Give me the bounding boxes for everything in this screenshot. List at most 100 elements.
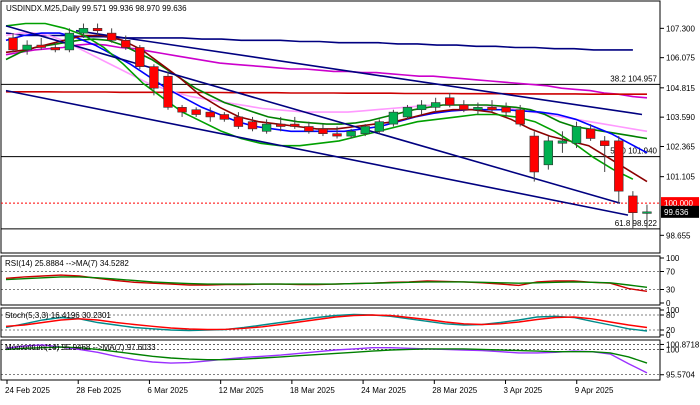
candle-body <box>487 107 497 111</box>
candle <box>78 23 89 38</box>
candles <box>8 23 652 230</box>
candle <box>614 136 624 204</box>
candle <box>374 119 384 134</box>
candle-body <box>92 28 103 32</box>
candle-body <box>219 114 230 120</box>
candle-body <box>473 107 483 111</box>
candle <box>557 131 568 153</box>
date-tick-label: 3 Apr 2025 <box>504 386 543 395</box>
candle <box>261 119 272 134</box>
overlay-line <box>5 89 629 216</box>
candle-body <box>543 140 554 166</box>
candle-body <box>290 123 300 127</box>
candle-body <box>261 123 272 132</box>
candle <box>459 100 469 113</box>
candle <box>388 109 399 127</box>
candle-body <box>430 102 441 108</box>
candle <box>600 136 610 172</box>
candle <box>346 128 356 139</box>
candle <box>430 97 441 113</box>
candle <box>585 124 596 141</box>
candle <box>332 126 342 139</box>
candle <box>92 23 103 36</box>
fib-level-label: 50.0 101.940 <box>610 147 657 156</box>
indicator-tick-label: 0 <box>666 299 671 308</box>
candle <box>106 28 117 43</box>
candle <box>487 100 497 113</box>
price-panel-frame <box>0 0 661 254</box>
candle <box>64 28 75 53</box>
price-axis: 107.300 106.075 104.815 103.590 102.365 101.1… <box>660 24 695 240</box>
candle <box>163 71 173 110</box>
candle-body <box>8 37 18 51</box>
price-tick-label: 106.075 <box>666 54 695 63</box>
candle-body <box>106 32 117 41</box>
candle-body <box>600 140 610 146</box>
candle-body <box>571 126 582 144</box>
candle <box>135 45 145 70</box>
candle <box>543 136 554 170</box>
candle <box>501 102 511 117</box>
candle <box>276 116 286 132</box>
indicator-tick-label: 70 <box>666 268 675 277</box>
candle <box>205 107 215 122</box>
candle-body <box>459 104 469 111</box>
candle <box>219 112 230 122</box>
date-tick-label: 24 Mar 2025 <box>361 386 406 395</box>
candle-body <box>78 28 89 34</box>
price-tag-box <box>661 205 699 218</box>
candle <box>22 40 32 55</box>
indicator-label: Stoch(5,3,3) 16.4196 30.2301 <box>5 311 111 320</box>
candle-body <box>557 140 568 144</box>
candle-body <box>163 75 173 108</box>
indicator-label: Momentum(14) 95.9468 -->MA(7) 97.6033 <box>5 343 156 352</box>
candle-body <box>585 128 596 139</box>
indicator-panel: 100 70 30 0 RSI(14) 25.8884 -->MA(7) 34.5282 <box>0 254 680 308</box>
indicator-tick-label: 95.5704 <box>666 371 695 380</box>
date-tick-label: 9 Apr 2025 <box>575 386 614 395</box>
candle-body <box>614 140 624 192</box>
indicator-label: RSI(14) 25.8884 -->MA(7) 34.5282 <box>5 259 129 268</box>
candle-body <box>628 195 638 213</box>
candle <box>416 100 427 115</box>
overlay-line <box>5 22 634 180</box>
candle <box>149 64 159 96</box>
candle-body <box>529 135 539 173</box>
indicator-line <box>5 313 648 332</box>
indicator-line <box>5 344 648 374</box>
candle-body <box>416 104 427 111</box>
indicator-panels: 100 70 30 0 RSI(14) 25.8884 -->MA(7) 34.5282… <box>0 254 700 381</box>
candle-body <box>445 97 455 106</box>
indicator-tick-label: 0 <box>666 331 671 340</box>
indicator-tick-label: 100 <box>666 306 680 315</box>
price-tick-label: 98.655 <box>666 231 691 240</box>
candle <box>571 121 582 149</box>
overlay-line <box>75 29 643 116</box>
price-tag-label: 99.636 <box>664 208 689 217</box>
indicator-tick-label: 100.8718 <box>666 340 700 349</box>
candle <box>473 102 483 115</box>
indicator-line <box>5 276 648 288</box>
date-tick-label: 28 Mar 2025 <box>432 386 477 395</box>
candle-body <box>121 40 131 48</box>
candle-body <box>346 130 356 137</box>
candle-body <box>642 211 652 214</box>
indicator-tick-label: 80 <box>666 311 675 320</box>
candle-body <box>515 109 525 125</box>
candle-body <box>304 126 314 132</box>
candle <box>529 131 539 182</box>
candle <box>36 37 46 50</box>
date-tick-label: 28 Feb 2025 <box>76 386 121 395</box>
candle <box>247 116 258 132</box>
candle <box>445 92 455 108</box>
overlay-line <box>5 43 648 99</box>
candle-body <box>22 44 32 51</box>
indicator-frame <box>0 339 661 381</box>
candle-body <box>205 111 215 118</box>
overlay-line <box>6 91 647 95</box>
candle-body <box>332 133 342 137</box>
date-axis: 24 Feb 2025 28 Feb 2025 6 Mar 2025 12 Mar 2… <box>1 379 660 395</box>
price-tick-label: 103.590 <box>666 113 695 122</box>
